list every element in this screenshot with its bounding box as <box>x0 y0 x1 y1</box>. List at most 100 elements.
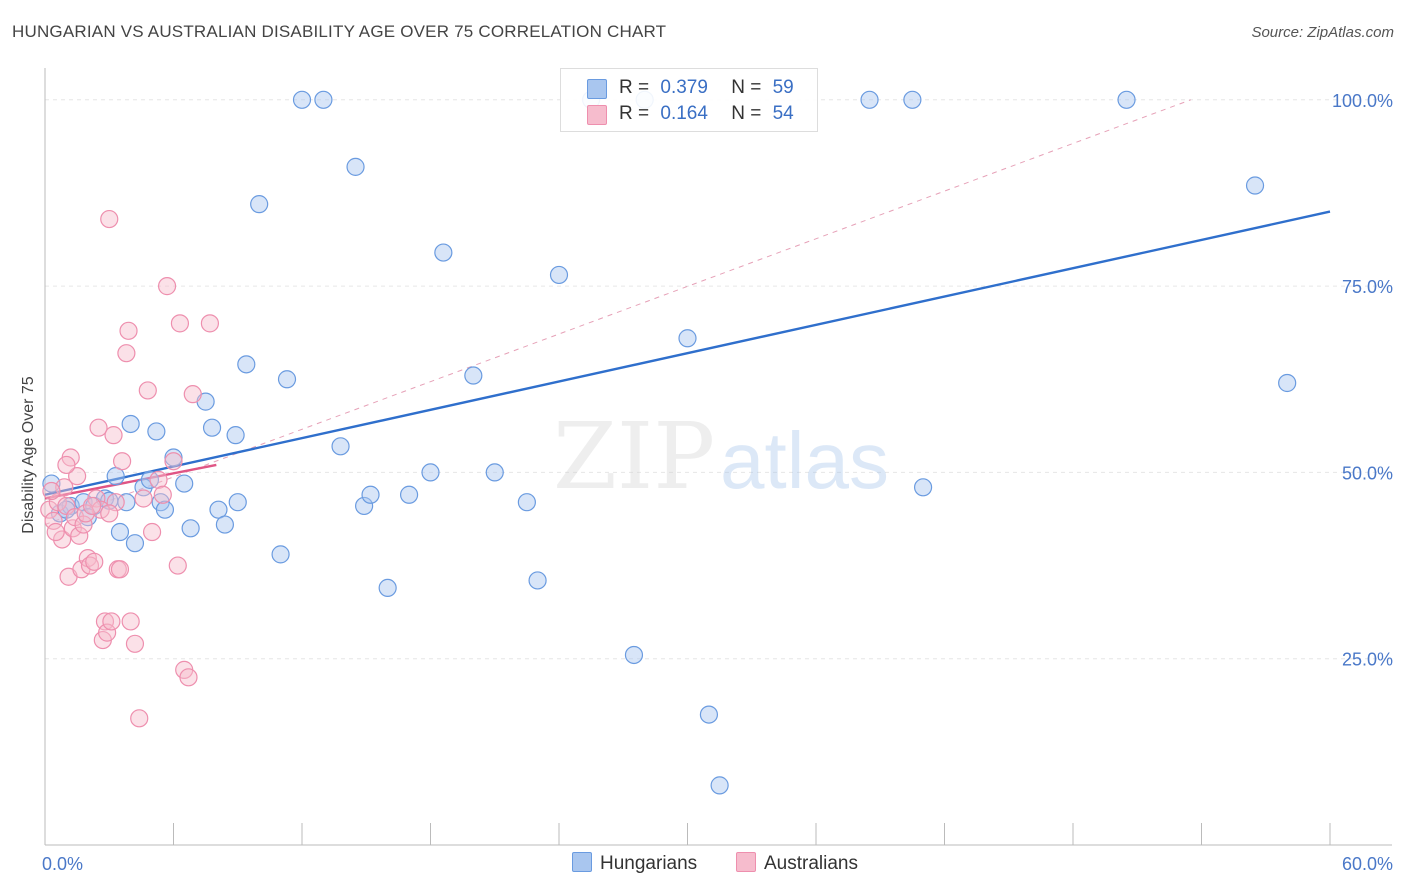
data-point-hungarians <box>1117 90 1136 109</box>
trendline-australians <box>44 463 217 500</box>
data-point-hungarians <box>434 243 453 262</box>
chart-title: HUNGARIAN VS AUSTRALIAN DISABILITY AGE O… <box>12 22 667 41</box>
data-point-hungarians <box>355 496 374 516</box>
y-tick-label: 25.0% <box>1342 650 1393 670</box>
data-point-hungarians <box>277 370 297 389</box>
data-point-hungarians <box>155 500 175 519</box>
y-tick-label: 50.0% <box>1342 463 1393 483</box>
legend-r-value-2: 0.164 <box>660 103 708 124</box>
data-point-australians <box>100 209 119 229</box>
data-point-australians <box>44 511 63 530</box>
data-point-hungarians <box>710 776 729 795</box>
data-point-hungarians <box>215 515 234 534</box>
data-point-australians <box>104 426 123 445</box>
data-point-australians <box>89 418 108 437</box>
data-point-hungarians <box>202 418 222 437</box>
data-point-hungarians <box>125 534 145 553</box>
data-point-australians <box>102 612 121 631</box>
data-point-australians <box>57 455 76 475</box>
data-point-hungarians <box>399 485 419 504</box>
tick-labels: 25.0% 50.0% 75.0% 100.0% 0.0% 60.0% <box>42 91 1393 874</box>
legend-r-label-1: R = <box>619 77 650 98</box>
bottom-legend-swatch-australians <box>736 852 756 872</box>
data-point-hungarians <box>314 90 333 109</box>
data-point-hungarians <box>860 90 879 109</box>
y-tick-label: 75.0% <box>1342 277 1393 297</box>
y-tick-label: 100.0% <box>1332 91 1393 111</box>
bottom-legend-australians: Australians <box>736 852 858 875</box>
trendlines <box>44 99 1331 526</box>
data-point-australians <box>183 385 202 404</box>
data-point-hungarians <box>346 157 365 176</box>
watermark: ZIP atlas <box>553 403 889 510</box>
data-point-hungarians <box>250 195 269 214</box>
data-point-australians <box>85 552 104 571</box>
data-point-hungarians <box>913 478 933 497</box>
data-point-hungarians <box>181 519 200 538</box>
data-point-hungarians <box>331 437 350 456</box>
data-point-hungarians <box>678 329 697 348</box>
y-axis-label: Disability Age Over 75 <box>20 376 37 534</box>
data-point-australians <box>153 485 172 504</box>
data-point-australians <box>98 623 117 642</box>
legend-n-value-1: 59 <box>772 77 794 98</box>
data-point-australians <box>200 314 220 333</box>
data-point-australians <box>42 481 61 501</box>
gridlines <box>45 99 1392 660</box>
legend: R = 0.379 N = 59 R = 0.164 N = 54 <box>560 68 818 132</box>
data-point-australians <box>125 634 145 653</box>
data-point-australians <box>117 344 136 363</box>
data-point-hungarians <box>226 426 245 445</box>
trendline-hungarians <box>44 210 1331 496</box>
legend-r-label-2: R = <box>619 103 650 124</box>
data-point-hungarians <box>549 265 569 285</box>
watermark-zip: ZIP <box>553 403 715 510</box>
data-point-australians <box>130 709 149 728</box>
data-point-australians <box>68 467 87 486</box>
legend-swatch-hungarians <box>587 79 607 99</box>
data-point-hungarians <box>624 645 644 665</box>
data-point-hungarians <box>110 522 130 542</box>
data-point-hungarians <box>117 493 136 512</box>
legend-n-value-2: 54 <box>772 103 794 124</box>
data-point-australians <box>110 560 130 579</box>
data-point-australians <box>70 526 89 545</box>
data-point-australians <box>119 321 138 340</box>
x-tick-label: 60.0% <box>1342 854 1393 874</box>
data-point-hungarians <box>1278 373 1297 393</box>
data-point-australians <box>149 470 168 489</box>
data-point-australians <box>142 522 162 542</box>
data-point-hungarians <box>528 571 547 590</box>
data-point-australians <box>53 530 72 549</box>
data-point-hungarians <box>485 463 504 482</box>
data-point-hungarians <box>237 355 256 374</box>
bottom-legend-label-hungarians: Hungarians <box>600 853 698 874</box>
bottom-legend-hungarians: Hungarians <box>572 852 697 875</box>
data-point-hungarians <box>699 705 719 724</box>
data-point-australians <box>112 452 132 471</box>
data-point-hungarians <box>903 90 922 109</box>
data-point-australians <box>170 314 190 333</box>
data-point-australians <box>76 504 95 523</box>
data-point-hungarians <box>228 493 247 512</box>
watermark-atlas: atlas <box>720 416 889 505</box>
data-point-australians <box>121 612 140 631</box>
data-point-hungarians <box>464 366 483 385</box>
data-point-australians <box>134 489 153 508</box>
data-point-australians <box>83 496 102 516</box>
data-points <box>40 90 1297 795</box>
data-point-australians <box>157 277 177 296</box>
data-point-hungarians <box>121 414 140 434</box>
data-point-australians <box>164 452 183 471</box>
data-point-australians <box>106 493 125 512</box>
data-point-australians <box>95 612 115 631</box>
x-tick-label: 0.0% <box>42 854 83 874</box>
data-point-australians <box>138 381 157 400</box>
data-point-australians <box>63 519 82 538</box>
data-point-hungarians <box>1245 176 1265 195</box>
data-point-australians <box>46 522 65 542</box>
bottom-legend-swatch-hungarians <box>572 852 592 872</box>
data-point-hungarians <box>271 545 290 564</box>
data-point-hungarians <box>517 493 536 512</box>
